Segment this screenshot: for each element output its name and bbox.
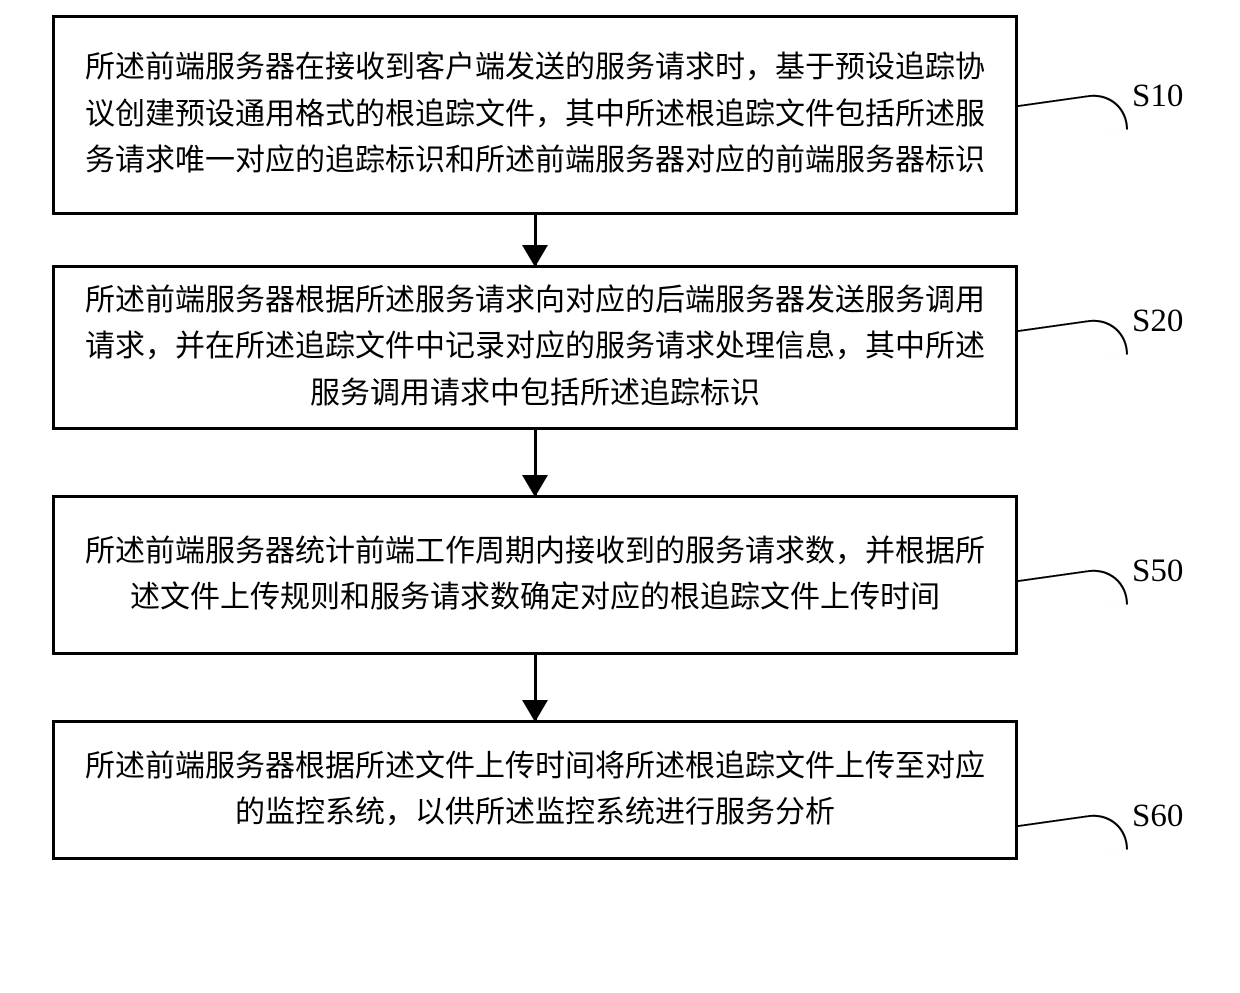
- flowchart-node-s20: 所述前端服务器根据所述服务请求向对应的后端服务器发送服务调用请求，并在所述追踪文…: [52, 265, 1018, 430]
- node-text: 所述前端服务器根据所述文件上传时间将所述根追踪文件上传至对应的监控系统，以供所述…: [83, 744, 987, 837]
- node-label-s60: S60: [1132, 798, 1183, 835]
- flowchart-node-s10: 所述前端服务器在接收到客户端发送的服务请求时，基于预设追踪协议创建预设通用格式的…: [52, 15, 1018, 215]
- arrow-s20-s50: [52, 430, 1018, 495]
- arrow-s10-s20: [52, 215, 1018, 265]
- node-label-s20: S20: [1132, 303, 1183, 340]
- flowchart-node-s60: 所述前端服务器根据所述文件上传时间将所述根追踪文件上传至对应的监控系统，以供所述…: [52, 720, 1018, 860]
- arrow-s50-s60: [52, 655, 1018, 720]
- node-text: 所述前端服务器根据所述服务请求向对应的后端服务器发送服务调用请求，并在所述追踪文…: [83, 278, 987, 418]
- flowchart-node-s50: 所述前端服务器统计前端工作周期内接收到的服务请求数，并根据所述文件上传规则和服务…: [52, 495, 1018, 655]
- node-text: 所述前端服务器在接收到客户端发送的服务请求时，基于预设追踪协议创建预设通用格式的…: [83, 45, 987, 185]
- node-text: 所述前端服务器统计前端工作周期内接收到的服务请求数，并根据所述文件上传规则和服务…: [83, 529, 987, 622]
- node-label-s50: S50: [1132, 553, 1183, 590]
- node-label-s10: S10: [1132, 78, 1183, 115]
